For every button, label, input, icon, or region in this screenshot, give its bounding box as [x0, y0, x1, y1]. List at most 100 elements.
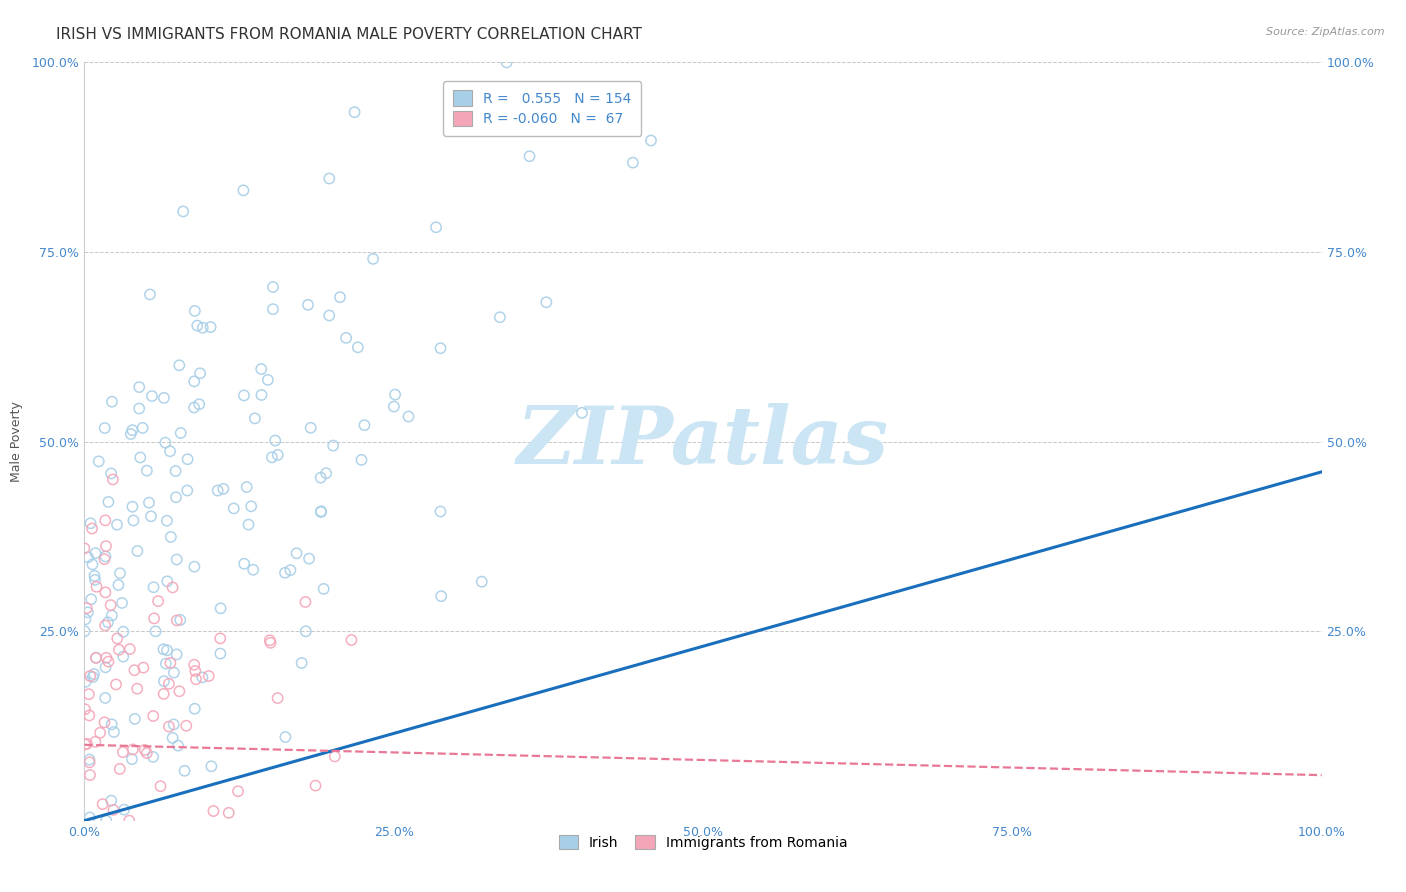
Point — [111, 596, 134, 610]
Point — [142, 750, 165, 764]
Point — [121, 423, 143, 437]
Point — [139, 287, 162, 301]
Point — [167, 739, 190, 753]
Point — [112, 649, 135, 664]
Point — [191, 670, 214, 684]
Point — [94, 539, 117, 553]
Point — [235, 480, 257, 494]
Point — [96, 814, 118, 828]
Point — [84, 650, 107, 665]
Point — [149, 779, 172, 793]
Point — [212, 482, 235, 496]
Point — [79, 768, 101, 782]
Point — [429, 341, 451, 355]
Point — [127, 681, 149, 696]
Point — [156, 643, 179, 657]
Point — [274, 730, 297, 744]
Point — [128, 380, 150, 394]
Point — [89, 725, 111, 739]
Point — [101, 473, 124, 487]
Point — [82, 558, 104, 572]
Point — [128, 401, 150, 416]
Point — [183, 559, 205, 574]
Point — [329, 290, 352, 304]
Point — [191, 320, 214, 334]
Point — [163, 665, 186, 680]
Point — [75, 612, 97, 626]
Point — [259, 636, 281, 650]
Point — [143, 611, 166, 625]
Point — [298, 551, 321, 566]
Point — [155, 657, 177, 671]
Point — [382, 400, 405, 414]
Point — [297, 298, 319, 312]
Point — [218, 805, 240, 820]
Point — [121, 500, 143, 514]
Point — [135, 464, 157, 478]
Point — [176, 452, 198, 467]
Point — [309, 504, 332, 518]
Point — [97, 495, 120, 509]
Point — [97, 655, 120, 669]
Point — [86, 580, 108, 594]
Point — [233, 388, 256, 402]
Point — [322, 439, 344, 453]
Point — [156, 514, 179, 528]
Point — [361, 252, 384, 266]
Point — [200, 320, 222, 334]
Point — [183, 702, 205, 716]
Point — [108, 566, 131, 581]
Point — [346, 340, 368, 354]
Point — [112, 803, 135, 817]
Point — [571, 406, 593, 420]
Point — [222, 501, 245, 516]
Point — [73, 702, 96, 716]
Point — [266, 691, 288, 706]
Point — [294, 624, 316, 639]
Point — [640, 134, 662, 148]
Point — [73, 541, 96, 556]
Point — [94, 690, 117, 705]
Point — [174, 719, 197, 733]
Point — [312, 582, 335, 596]
Point — [77, 687, 100, 701]
Point — [172, 204, 194, 219]
Point — [209, 632, 232, 646]
Point — [226, 784, 249, 798]
Point — [83, 569, 105, 583]
Point — [76, 601, 98, 615]
Text: Source: ZipAtlas.com: Source: ZipAtlas.com — [1267, 27, 1385, 37]
Point — [519, 149, 541, 163]
Point — [232, 183, 254, 197]
Point — [350, 453, 373, 467]
Point — [145, 624, 167, 639]
Point — [127, 544, 149, 558]
Point — [335, 331, 357, 345]
Point — [503, 123, 526, 137]
Y-axis label: Male Poverty: Male Poverty — [10, 401, 24, 482]
Point — [152, 687, 174, 701]
Point — [262, 302, 284, 317]
Point — [142, 709, 165, 723]
Point — [121, 752, 143, 766]
Point — [79, 708, 101, 723]
Point — [76, 737, 98, 751]
Point — [131, 421, 153, 435]
Point — [93, 552, 115, 566]
Point — [242, 563, 264, 577]
Point — [398, 409, 420, 424]
Point — [111, 745, 134, 759]
Point — [315, 467, 337, 481]
Point — [262, 280, 284, 294]
Point — [159, 444, 181, 458]
Point — [124, 663, 146, 677]
Point — [103, 803, 125, 817]
Point — [73, 738, 96, 752]
Point — [91, 797, 114, 811]
Point — [183, 375, 205, 389]
Point — [202, 804, 225, 818]
Point — [256, 373, 278, 387]
Point — [79, 669, 101, 683]
Point — [169, 613, 191, 627]
Point — [73, 624, 96, 639]
